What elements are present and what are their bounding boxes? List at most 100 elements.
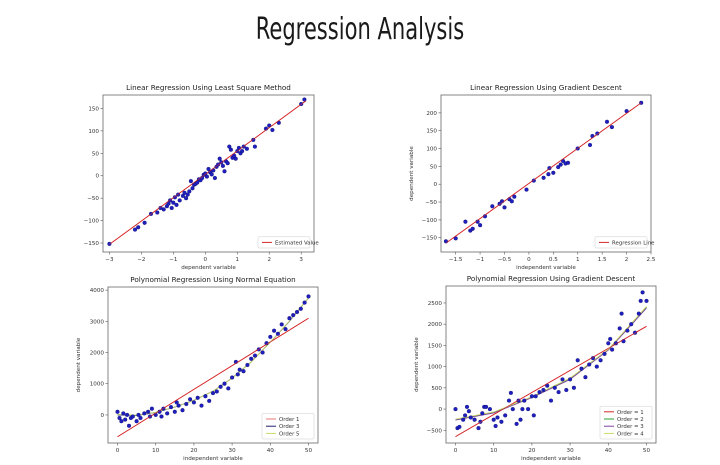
plot-frame (107, 286, 319, 444)
y-axis-label: dependent variable (409, 146, 415, 201)
y-tick-label: 2500 (428, 301, 443, 307)
data-point (203, 394, 208, 399)
x-tick-label: 20 (528, 448, 536, 454)
data-point (240, 149, 245, 154)
x-axis-label: independent variable (183, 456, 243, 462)
y-tick-label: 1500 (428, 343, 443, 349)
data-point (568, 377, 573, 382)
x-tick-label: −1 (476, 257, 485, 263)
data-point (594, 364, 599, 369)
data-point (182, 190, 187, 195)
legend-entry: Order 1 (279, 417, 299, 423)
data-point (579, 366, 584, 371)
y-tick-label: −500 (427, 428, 443, 434)
legend-entry: Order = 2 (617, 417, 644, 423)
data-point (195, 395, 200, 400)
data-point (222, 381, 227, 386)
data-point (495, 415, 500, 420)
data-point (171, 200, 176, 205)
data-point (210, 391, 216, 396)
data-point (270, 127, 275, 133)
data-point (546, 172, 551, 177)
data-point (499, 419, 504, 424)
data-point (185, 192, 190, 197)
y-tick-label: −150 (84, 241, 100, 247)
data-point (249, 356, 254, 361)
data-point (463, 219, 468, 224)
data-point (571, 385, 576, 390)
data-point (123, 417, 128, 422)
data-point (508, 390, 513, 395)
data-point (502, 205, 507, 210)
y-tick-label: 1000 (428, 365, 443, 371)
data-point (121, 411, 126, 416)
data-point (176, 403, 181, 408)
data-point (556, 390, 561, 395)
data-point (107, 241, 112, 246)
data-point (548, 398, 554, 403)
y-tick-label: −50 (87, 196, 99, 202)
data-point (180, 408, 185, 413)
data-point (533, 394, 538, 399)
chart-title: Polynomial Regression Using Gradient Des… (467, 274, 636, 283)
data-point (619, 311, 624, 316)
x-tick-label: −2 (137, 257, 145, 263)
data-point (531, 413, 536, 418)
data-point (190, 186, 195, 191)
data-point (575, 358, 580, 363)
data-point (241, 369, 246, 374)
legend-entry: Order = 1 (617, 410, 644, 416)
data-point (470, 226, 475, 231)
data-point (166, 201, 171, 206)
data-point (136, 412, 141, 417)
x-tick-label: 0 (116, 448, 120, 454)
data-point (209, 172, 214, 177)
x-axis-label: independent variable (521, 456, 581, 462)
data-point (587, 362, 592, 367)
x-tick-label: 3 (299, 257, 303, 263)
data-point (541, 387, 546, 393)
data-point (453, 407, 458, 412)
data-point (514, 421, 519, 426)
data-point (174, 202, 179, 207)
data-point (235, 372, 240, 377)
data-point (480, 411, 485, 416)
data-point (606, 341, 611, 346)
data-point (165, 411, 170, 416)
y-tick-label: 150 (88, 106, 99, 112)
data-point (464, 404, 470, 409)
data-point (491, 417, 496, 422)
data-point (218, 384, 223, 389)
data-point (512, 194, 517, 199)
x-tick-label: 1 (576, 257, 580, 263)
data-point (172, 409, 177, 414)
data-point (214, 389, 219, 394)
x-tick-label: 2 (625, 257, 629, 263)
data-point (457, 424, 462, 429)
data-point (146, 409, 151, 414)
data-point (609, 125, 614, 130)
legend-entry: Order 3 (279, 424, 299, 430)
data-point (461, 417, 466, 422)
page-title: Regression Analysis (255, 12, 465, 47)
data-point (199, 403, 204, 408)
chart-title: Linear Regression Using Gradient Descent (470, 83, 622, 92)
data-point (220, 163, 225, 168)
legend-entry: Estimated Value (275, 240, 319, 246)
data-point (204, 174, 209, 179)
data-point (537, 390, 542, 395)
data-point (237, 367, 242, 372)
legend-entry: Regression Line (612, 240, 655, 246)
data-point (640, 290, 645, 295)
data-point (552, 385, 557, 390)
data-point (463, 413, 468, 418)
data-point (510, 407, 515, 412)
data-point (126, 423, 132, 428)
data-point (298, 306, 303, 311)
data-point (608, 336, 613, 342)
x-tick-label: 30 (229, 448, 237, 454)
